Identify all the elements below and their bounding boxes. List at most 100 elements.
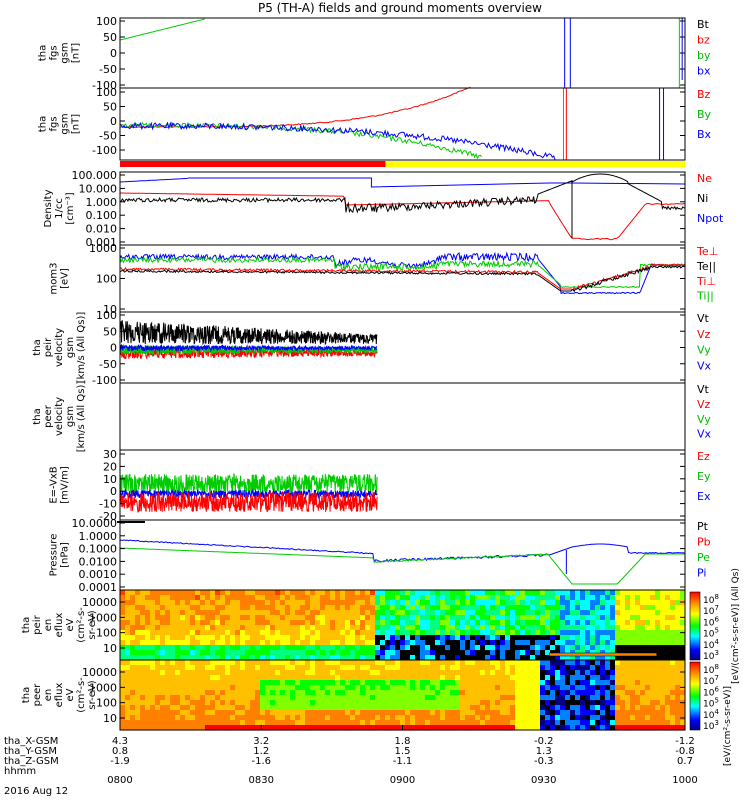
spectrogram-cell bbox=[425, 610, 431, 616]
spectrogram-cell bbox=[120, 705, 126, 711]
spectrogram-cell bbox=[500, 720, 506, 726]
spectrogram-cell bbox=[320, 720, 326, 726]
spectrogram-cell bbox=[500, 600, 506, 606]
spectrogram-cell bbox=[245, 600, 251, 606]
spectrogram-cell bbox=[300, 710, 306, 716]
spectrogram-cell bbox=[170, 670, 176, 676]
spectrogram-cell bbox=[540, 620, 546, 626]
spectrogram-cell bbox=[270, 600, 276, 606]
spectrogram-cell bbox=[385, 700, 391, 706]
spectrogram-cell bbox=[380, 620, 386, 626]
spectrogram-cell bbox=[515, 705, 521, 711]
spectrogram-cell bbox=[285, 595, 291, 601]
spectrogram-cell bbox=[370, 680, 376, 686]
spectrogram-cell bbox=[440, 700, 446, 706]
spectrogram-cell bbox=[275, 710, 281, 716]
spectrogram-cell bbox=[135, 695, 141, 701]
spectrogram-cell bbox=[350, 600, 356, 606]
spectrogram-cell bbox=[130, 650, 136, 656]
spectrogram-cell bbox=[240, 600, 246, 606]
spectrogram-cell bbox=[300, 625, 306, 631]
spectrogram-cell bbox=[530, 650, 536, 656]
spectrogram-cell bbox=[345, 605, 351, 611]
spectrogram-cell bbox=[395, 660, 401, 666]
spectrogram-cell bbox=[430, 720, 436, 726]
spectrogram-cell bbox=[340, 610, 346, 616]
legend-ti: Ti⊥ bbox=[696, 275, 716, 288]
spectrogram-cell bbox=[265, 680, 271, 686]
spectrogram-cell bbox=[575, 625, 581, 631]
spectrogram-cell bbox=[525, 645, 531, 651]
spectrogram-cell bbox=[360, 635, 366, 641]
spectrogram-cell bbox=[120, 665, 126, 671]
spectrogram-cell bbox=[315, 695, 321, 701]
spectrogram-cell bbox=[390, 665, 396, 671]
legend-vx: Vx bbox=[697, 359, 712, 372]
spectrogram-cell bbox=[625, 700, 631, 706]
spectrogram-cell bbox=[120, 635, 126, 641]
spectrogram-cell bbox=[615, 715, 621, 721]
spectrogram-cell bbox=[225, 590, 231, 596]
spectrogram-cell bbox=[535, 690, 541, 696]
spectrogram-cell bbox=[595, 705, 601, 711]
spectrogram-cell bbox=[225, 610, 231, 616]
spectrogram-cell bbox=[625, 670, 631, 676]
spectrogram-cell bbox=[120, 595, 126, 601]
spectrogram-cell bbox=[575, 695, 581, 701]
colorbar-tick-label: 103 bbox=[703, 719, 719, 732]
spectrogram-cell bbox=[600, 615, 606, 621]
spectrogram-cell bbox=[235, 645, 241, 651]
spectrogram-cell bbox=[560, 660, 566, 666]
spectrogram-cell bbox=[530, 710, 536, 716]
spectrogram-cell bbox=[170, 640, 176, 646]
spectrogram-cell bbox=[300, 615, 306, 621]
spectrogram-cell bbox=[520, 645, 526, 651]
spectrogram-cell bbox=[410, 630, 416, 636]
spectrogram-cell bbox=[415, 665, 421, 671]
spectrogram-cell bbox=[555, 620, 561, 626]
spectrogram-cell bbox=[635, 695, 641, 701]
spectrogram-cell bbox=[440, 645, 446, 651]
spectrogram-cell bbox=[135, 605, 141, 611]
spectrogram-cell bbox=[425, 715, 431, 721]
spectrogram-cell bbox=[580, 710, 586, 716]
spectrogram-cell bbox=[525, 675, 531, 681]
spectrogram-cell bbox=[420, 615, 426, 621]
spectrogram-cell bbox=[140, 695, 146, 701]
spectrogram-cell bbox=[545, 680, 551, 686]
spectrogram-cell bbox=[555, 640, 561, 646]
spectrogram-cell bbox=[640, 645, 646, 651]
spectrogram-cell bbox=[575, 680, 581, 686]
spectrogram-cell bbox=[305, 690, 311, 696]
spectrogram-cell bbox=[530, 665, 536, 671]
spectrogram-cell bbox=[635, 610, 641, 616]
spectrogram-cell bbox=[235, 725, 241, 731]
spectrogram-cell bbox=[555, 715, 561, 721]
spectrogram-cell bbox=[435, 720, 441, 726]
spectrogram-cell bbox=[365, 705, 371, 711]
spectrogram-cell bbox=[270, 720, 276, 726]
spectrogram-cell bbox=[145, 655, 151, 661]
spectrogram-cell bbox=[325, 630, 331, 636]
spectrogram-cell bbox=[140, 615, 146, 621]
vz-line bbox=[120, 345, 378, 360]
spectrogram-cell bbox=[410, 665, 416, 671]
spectrogram-cell bbox=[140, 665, 146, 671]
spectrogram-cell bbox=[465, 705, 471, 711]
spectrogram-cell bbox=[345, 660, 351, 666]
spectrogram-cell bbox=[680, 665, 685, 671]
spectrogram-cell bbox=[130, 640, 136, 646]
spectrogram-cell bbox=[570, 635, 576, 641]
spectrogram-cell bbox=[370, 605, 376, 611]
spectrogram-cell bbox=[330, 595, 336, 601]
spectrogram-cell bbox=[305, 630, 311, 636]
spectrogram-cell bbox=[525, 605, 531, 611]
spectrogram-cell bbox=[670, 715, 676, 721]
spectrogram-cell bbox=[360, 615, 366, 621]
spectrogram-cell bbox=[145, 635, 151, 641]
spectrogram-cell bbox=[280, 625, 286, 631]
spectrogram-cell bbox=[570, 605, 576, 611]
spectrogram-cell bbox=[505, 685, 511, 691]
spectrogram-cell bbox=[285, 720, 291, 726]
spectrogram-cell bbox=[330, 665, 336, 671]
